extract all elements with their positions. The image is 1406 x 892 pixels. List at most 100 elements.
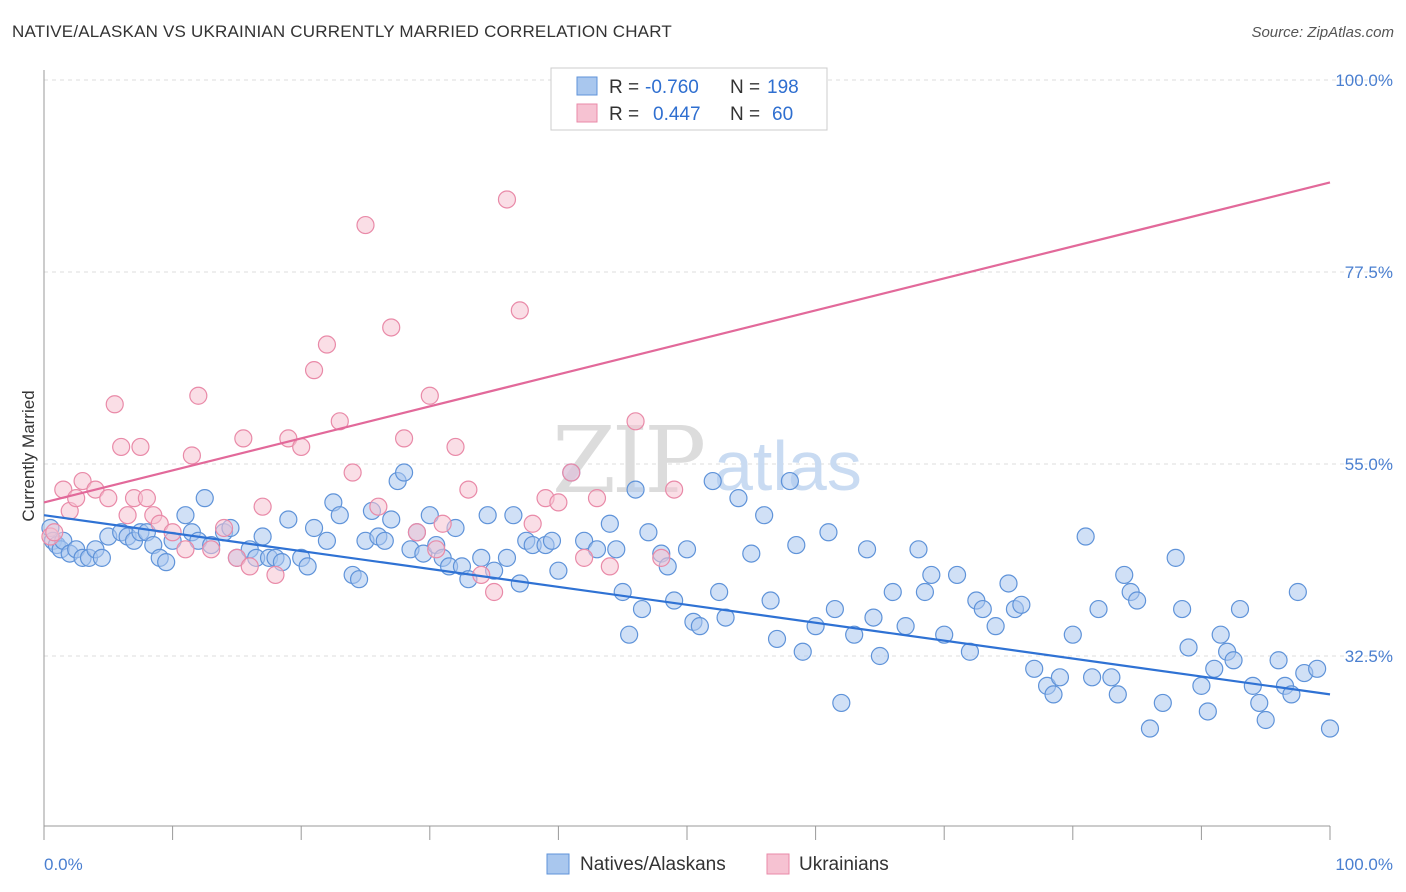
point-natives: [632, 599, 652, 619]
point-natives: [1243, 676, 1262, 695]
point-ukrainians: [523, 514, 542, 533]
point-ukrainians: [227, 548, 246, 567]
point-ukrainians: [131, 437, 150, 457]
point-natives: [1173, 599, 1192, 619]
point-natives: [999, 574, 1018, 593]
point-ukrainians: [202, 540, 221, 559]
point-natives: [1320, 719, 1340, 738]
point-natives: [870, 646, 890, 666]
y-tick-label: 77.5%: [1345, 263, 1393, 282]
legend-n-value-2: 60: [772, 104, 793, 125]
x-axis-ticks: [43, 826, 1331, 840]
point-ukrainians: [234, 429, 253, 448]
point-natives: [825, 599, 844, 619]
point-ukrainians: [420, 386, 439, 405]
point-natives: [1050, 668, 1070, 687]
y-tick-label: 32.5%: [1345, 647, 1393, 666]
point-natives: [767, 629, 787, 649]
point-ukrainians: [118, 506, 137, 525]
point-natives: [729, 489, 748, 508]
point-natives: [703, 471, 722, 491]
point-natives: [1166, 548, 1185, 567]
point-natives: [819, 523, 838, 542]
chart-source: Source: ZipAtlas.com: [1251, 24, 1394, 41]
point-natives: [620, 625, 639, 644]
legend-r-value-1: -0.760: [645, 77, 699, 98]
point-natives: [806, 617, 825, 636]
point-ukrainians: [45, 523, 64, 542]
point-natives: [317, 531, 337, 550]
y-tick-label: 100.0%: [1335, 71, 1393, 90]
point-natives: [298, 557, 317, 576]
legend-n-label-1: N =: [730, 77, 760, 98]
point-natives: [607, 540, 626, 559]
bottom-legend-swatch-ukrainians: [766, 853, 790, 875]
point-natives: [922, 565, 941, 585]
point-natives: [1288, 582, 1307, 602]
x-tick-label-min: 0.0%: [44, 855, 83, 874]
point-natives: [497, 548, 517, 567]
point-natives: [304, 518, 324, 538]
point-natives: [677, 540, 697, 559]
point-natives: [375, 531, 394, 550]
legend-n-value-1: 198: [767, 77, 799, 98]
point-natives: [195, 489, 214, 508]
point-natives: [909, 540, 928, 559]
point-ukrainians: [575, 548, 594, 567]
point-ukrainians: [266, 565, 285, 585]
point-ukrainians: [549, 493, 568, 512]
point-natives: [639, 523, 658, 542]
point-natives: [1308, 659, 1327, 678]
point-natives: [420, 506, 439, 525]
legend-swatch-ukrainians: [576, 103, 598, 123]
bottom-legend-natives: Natives/Alaskans: [580, 854, 726, 875]
point-natives: [600, 514, 619, 533]
point-natives: [176, 506, 195, 525]
point-natives: [845, 625, 864, 644]
point-natives: [330, 506, 349, 525]
point-ukrainians: [665, 480, 684, 499]
point-natives: [253, 527, 272, 546]
point-natives: [864, 608, 883, 627]
point-natives: [349, 570, 369, 589]
point-natives: [472, 548, 491, 567]
point-natives: [665, 591, 684, 610]
point-natives: [549, 561, 568, 580]
point-natives: [92, 548, 111, 567]
point-ukrainians: [176, 540, 195, 559]
trend-line-ukrainians: [43, 181, 1331, 504]
y-tick-label: 55.0%: [1345, 455, 1393, 474]
point-natives: [504, 506, 523, 525]
legend-swatch-natives: [576, 76, 598, 96]
point-natives: [478, 506, 497, 525]
point-ukrainians: [382, 318, 401, 337]
point-natives: [1115, 565, 1134, 585]
point-natives: [915, 582, 935, 602]
point-natives: [1198, 702, 1217, 721]
point-ukrainians: [343, 463, 362, 482]
point-ukrainians: [317, 335, 337, 354]
point-natives: [1012, 595, 1031, 614]
point-ukrainians: [105, 395, 124, 414]
point-natives: [1076, 527, 1095, 546]
point-natives: [755, 506, 774, 525]
point-ukrainians: [240, 557, 259, 576]
point-natives: [1044, 685, 1063, 704]
point-ukrainians: [253, 497, 272, 516]
point-natives: [1108, 685, 1127, 704]
point-natives: [690, 617, 709, 636]
point-natives: [626, 480, 645, 499]
point-ukrainians: [99, 489, 118, 508]
point-natives: [935, 625, 954, 644]
point-ukrainians: [626, 412, 645, 431]
point-natives: [1256, 710, 1275, 730]
point-natives: [510, 574, 529, 593]
point-natives: [883, 582, 902, 602]
point-natives: [1153, 693, 1172, 713]
point-natives: [1025, 659, 1044, 678]
point-natives: [1250, 693, 1269, 713]
point-natives: [382, 510, 401, 529]
legend-r-value-2: 0.447: [653, 104, 701, 125]
point-natives: [1102, 668, 1121, 687]
point-ukrainians: [600, 557, 619, 576]
